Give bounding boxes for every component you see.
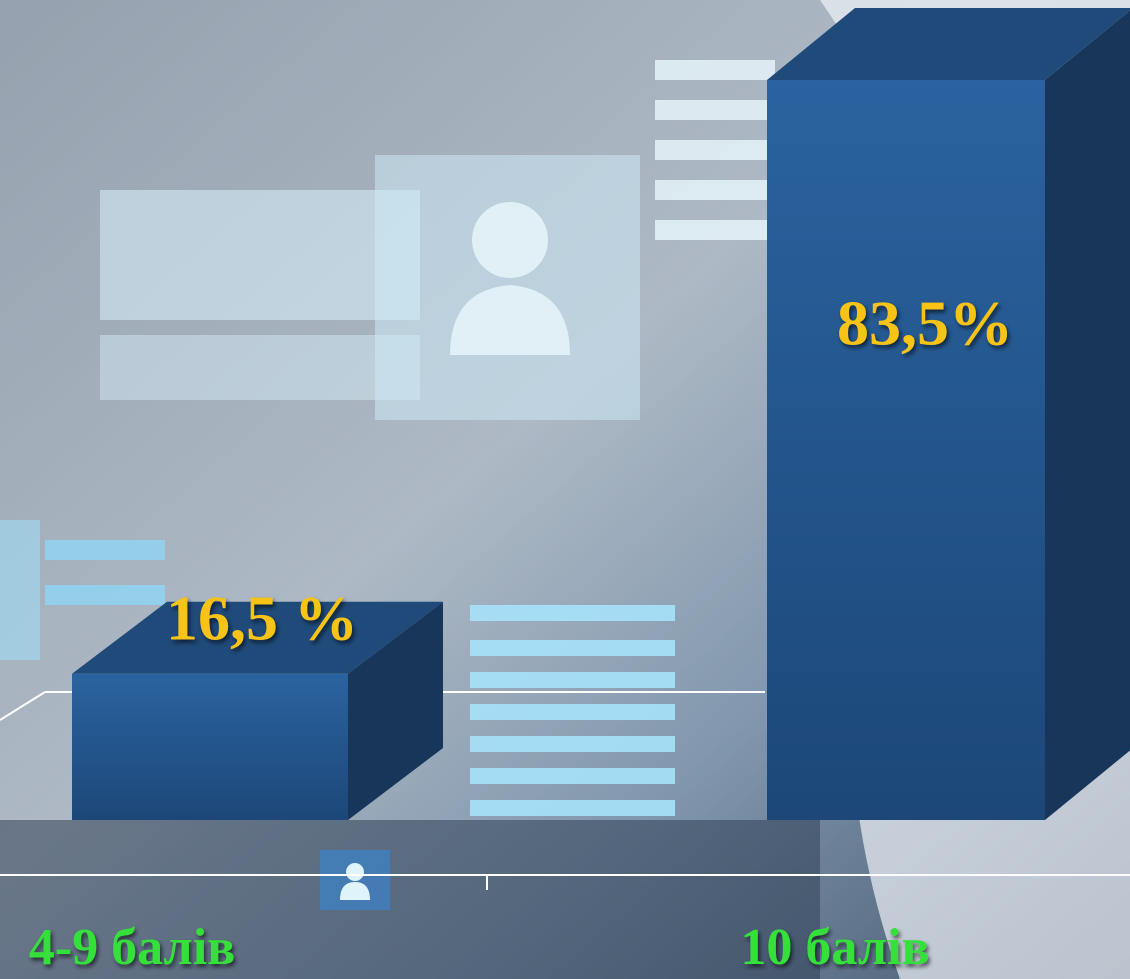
bar-side: [348, 601, 443, 820]
value-label: 16,5 %: [166, 583, 358, 654]
x-tick-label: 10 балів: [740, 919, 929, 976]
bar: [767, 80, 1045, 820]
value-label: 83,5%: [837, 288, 1013, 359]
x-tick-label: 4-9 балів: [29, 919, 235, 976]
bar: [72, 673, 348, 820]
floor-edge: [0, 691, 46, 721]
bar-top: [767, 8, 1130, 80]
bar-side: [1045, 10, 1130, 820]
bar-top: [72, 601, 443, 674]
bars: [72, 8, 1130, 820]
